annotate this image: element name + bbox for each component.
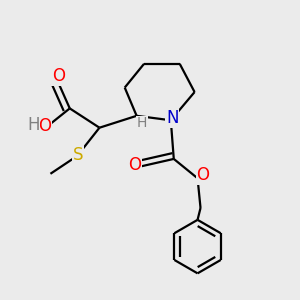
Text: H: H — [27, 116, 39, 134]
Text: O: O — [39, 117, 52, 135]
Text: O: O — [128, 156, 141, 174]
Text: O: O — [52, 67, 65, 85]
Text: O: O — [196, 166, 209, 184]
Text: H: H — [137, 116, 147, 130]
Text: S: S — [73, 146, 84, 164]
Text: N: N — [166, 109, 178, 127]
